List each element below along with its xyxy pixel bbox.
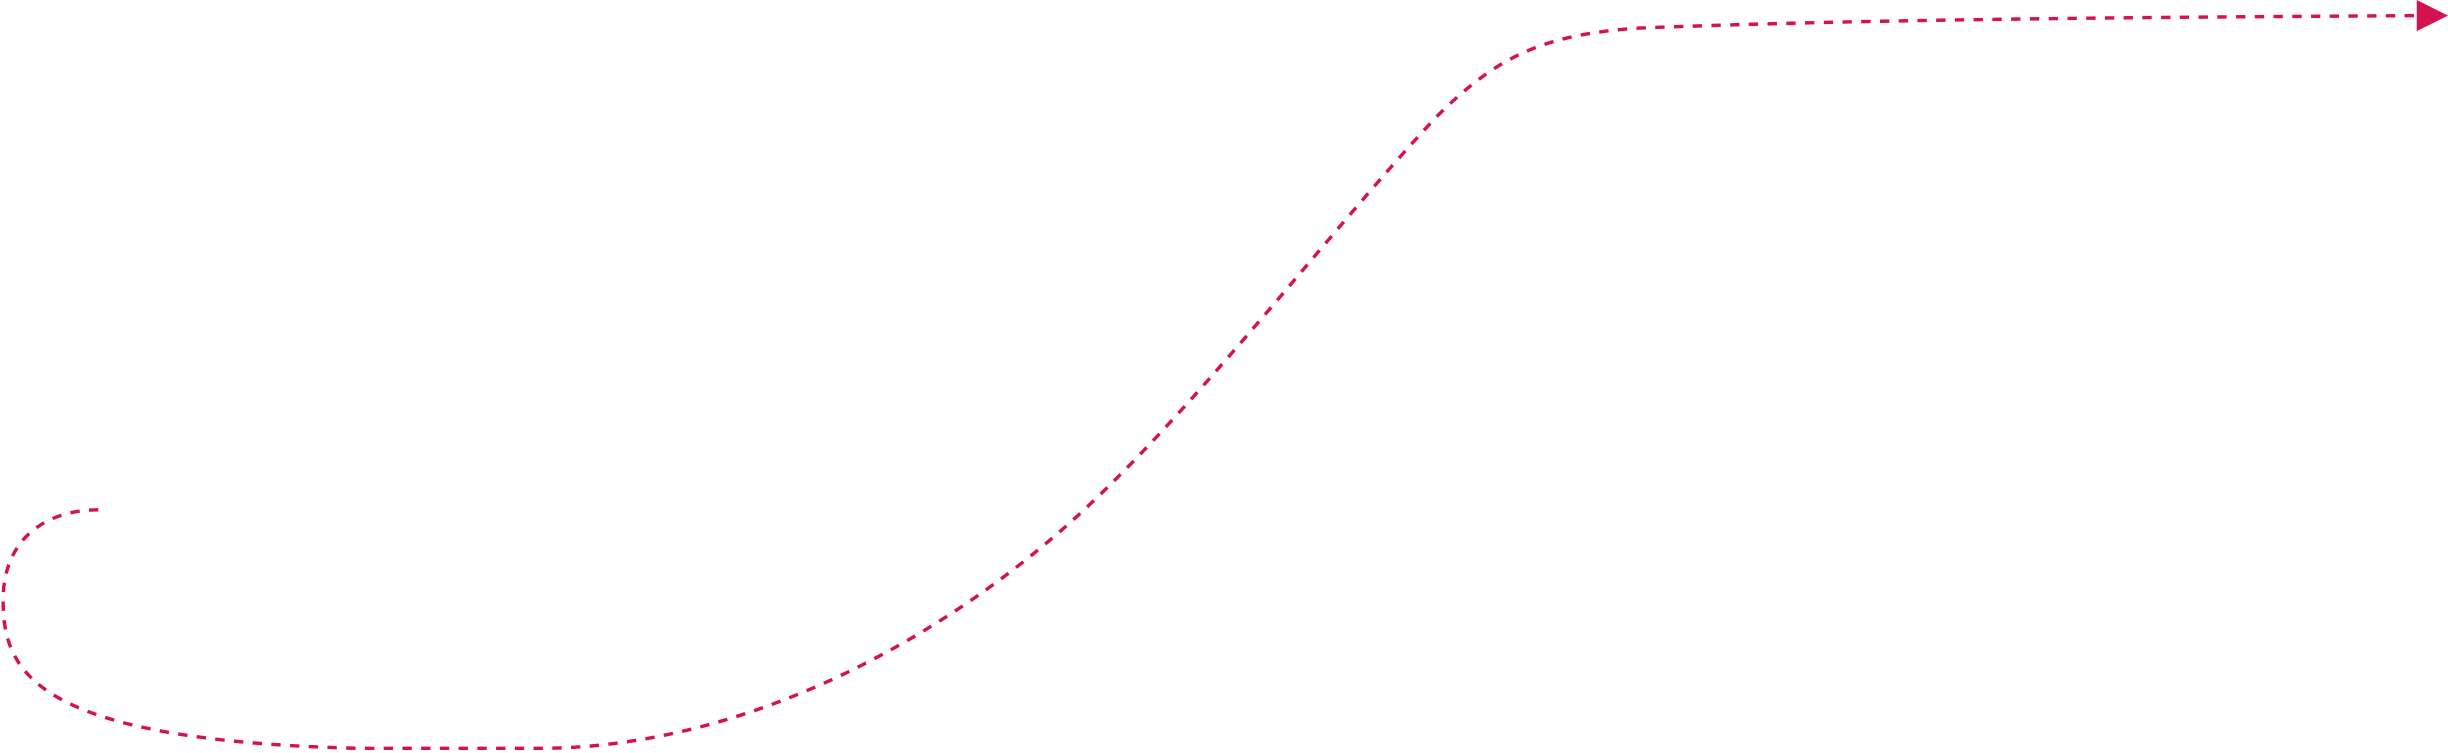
dashed-path [1, 13, 2417, 751]
arrow-head [2416, 0, 2448, 32]
